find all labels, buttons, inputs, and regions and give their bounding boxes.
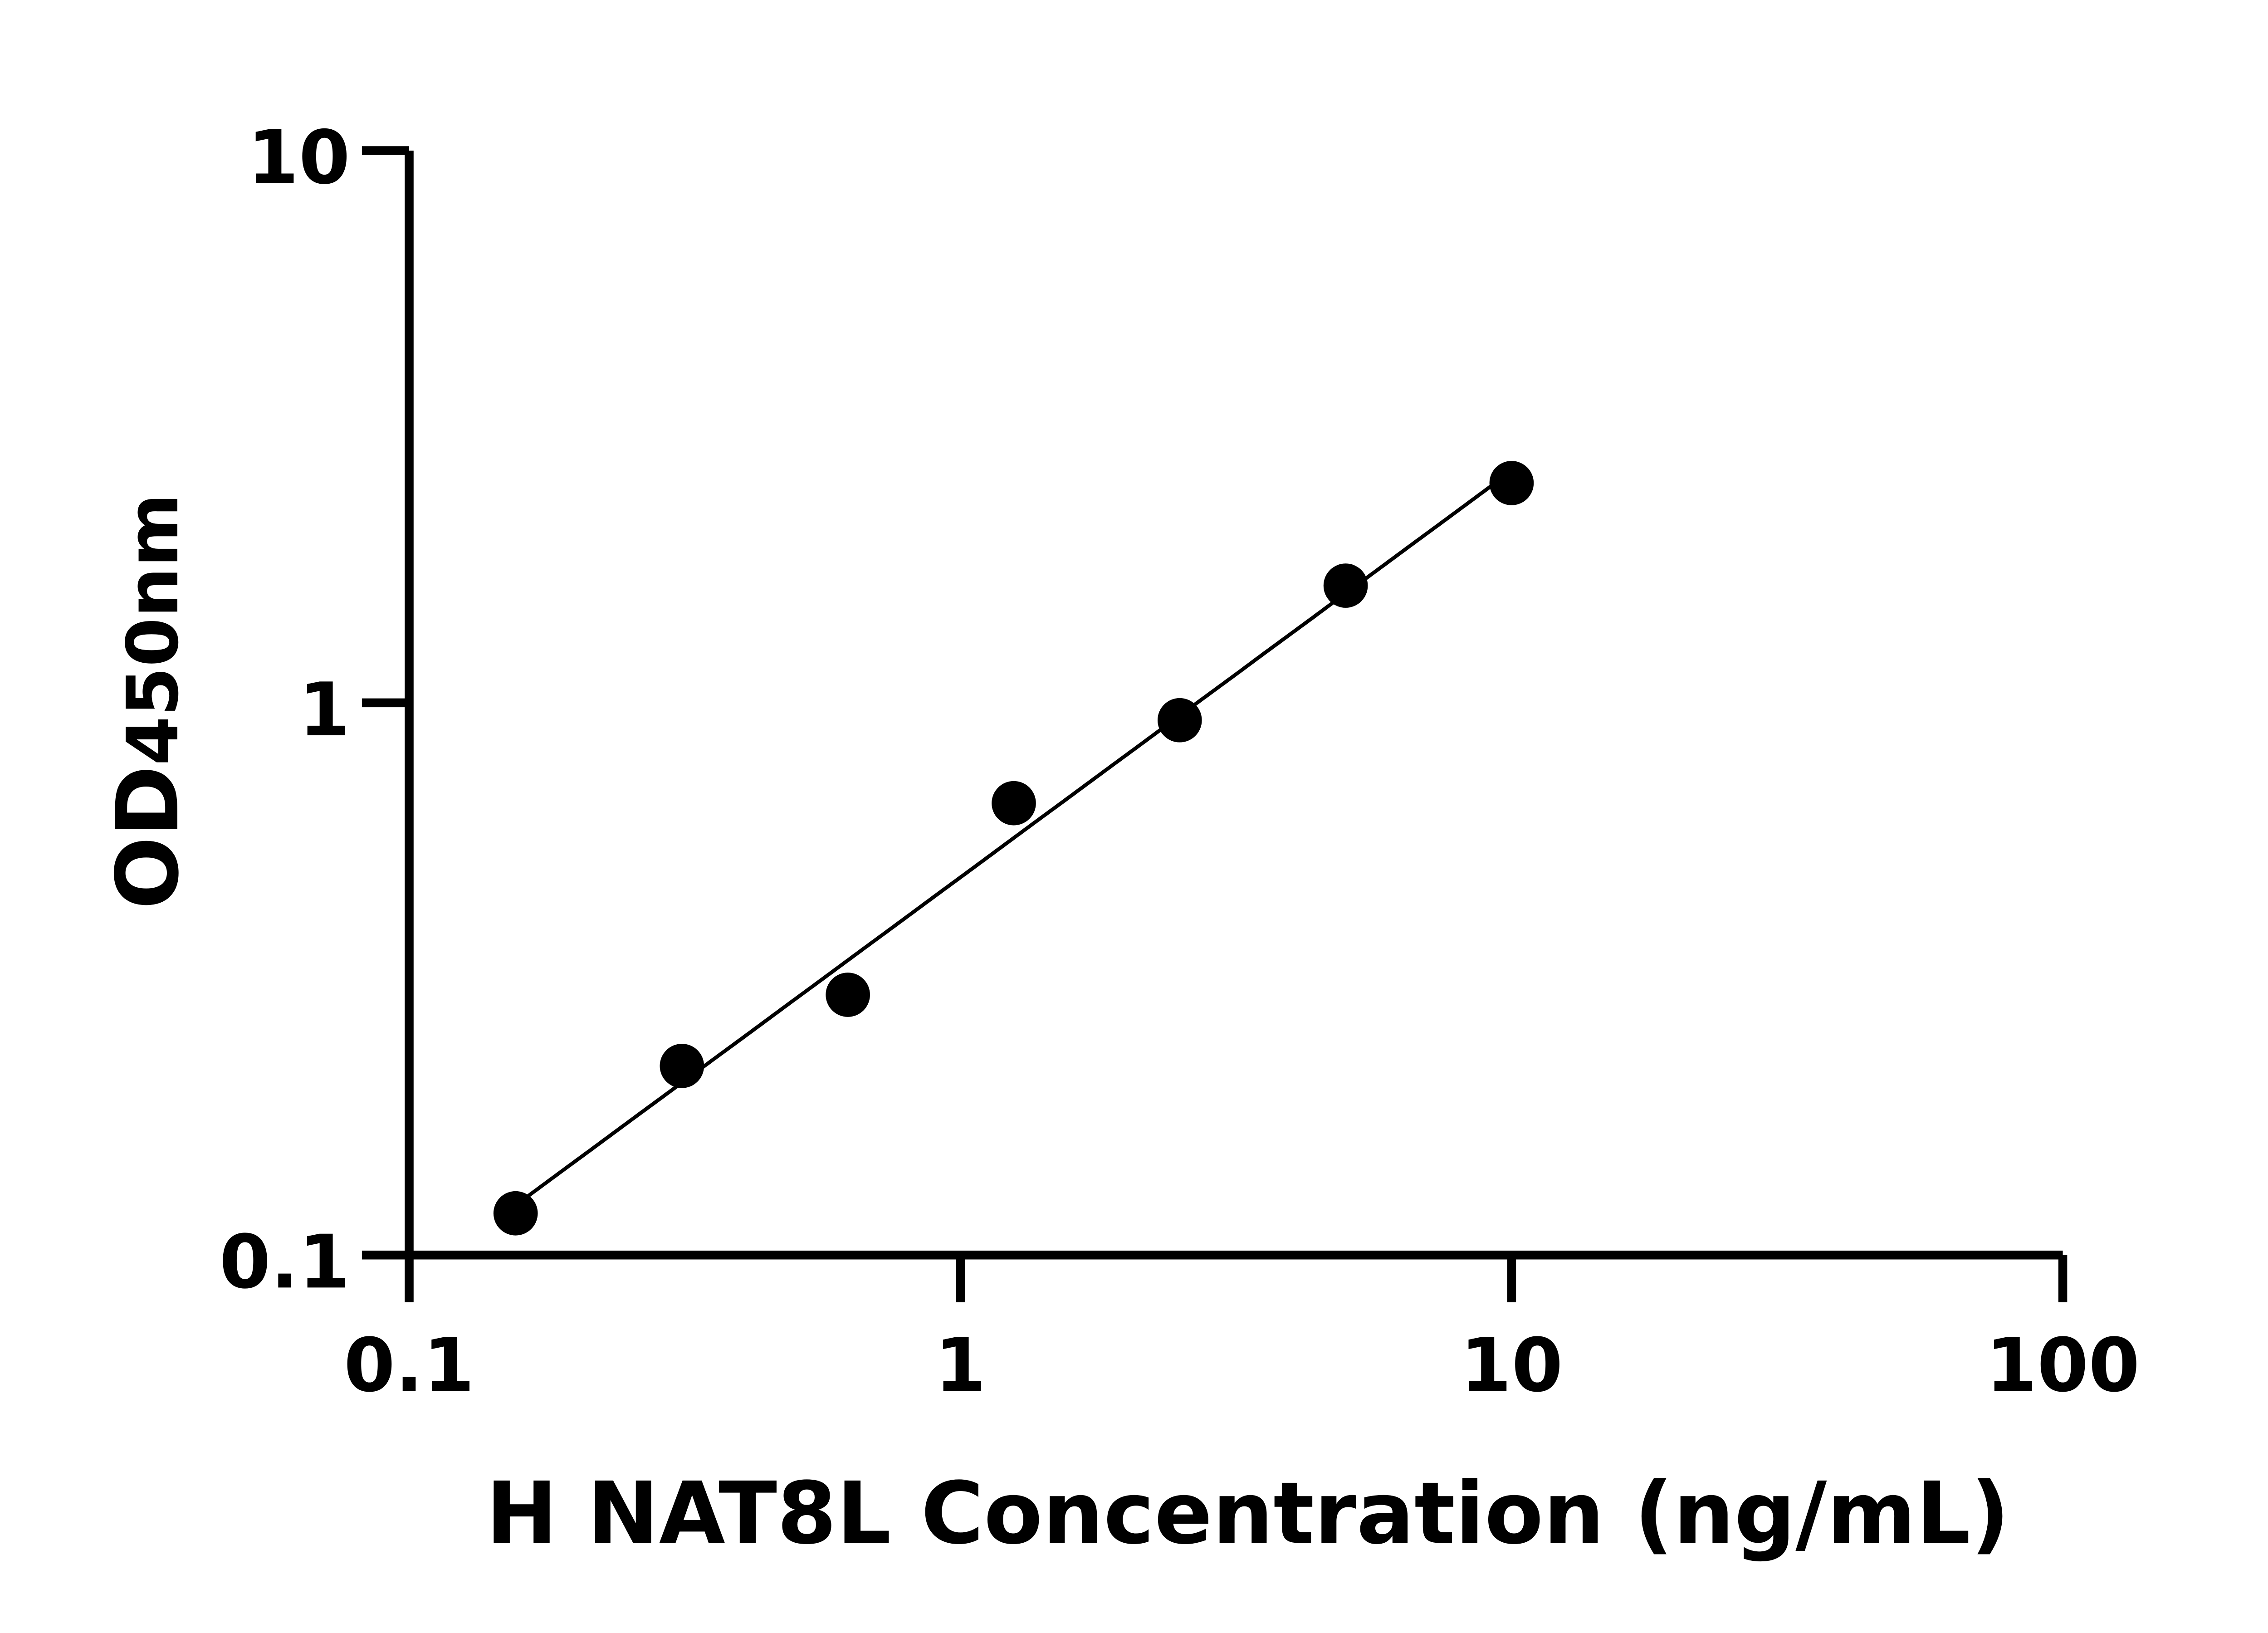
- x-tick-label: 0.1: [344, 1323, 474, 1408]
- y-tick-label: 10: [247, 115, 350, 201]
- data-point: [493, 1191, 538, 1236]
- data-point: [1323, 563, 1368, 608]
- y-axis-label-main: OD: [98, 766, 198, 909]
- y-axis-label: OD450nm: [98, 493, 198, 909]
- y-axis-label-sub: 450nm: [112, 493, 194, 765]
- svg-text:OD450nm: OD450nm: [98, 493, 198, 909]
- axes: [362, 146, 2068, 1302]
- tick-labels: 0.1 1 10 100 0.1 1 10: [220, 115, 2140, 1409]
- x-tick-label: 100: [1986, 1323, 2140, 1408]
- data-point: [660, 1044, 704, 1088]
- y-tick-label: 1: [299, 667, 350, 753]
- data-point: [1157, 698, 1202, 743]
- x-tick-label: 10: [1460, 1323, 1563, 1408]
- data-point: [1489, 461, 1534, 505]
- data-points: [493, 461, 1534, 1236]
- data-point: [826, 973, 870, 1017]
- x-tick-label: 1: [935, 1323, 986, 1408]
- y-tick-label: 0.1: [220, 1219, 350, 1305]
- x-axis-label: H NAT8L Concentration (ng/mL): [486, 1463, 2010, 1563]
- data-point: [992, 781, 1036, 826]
